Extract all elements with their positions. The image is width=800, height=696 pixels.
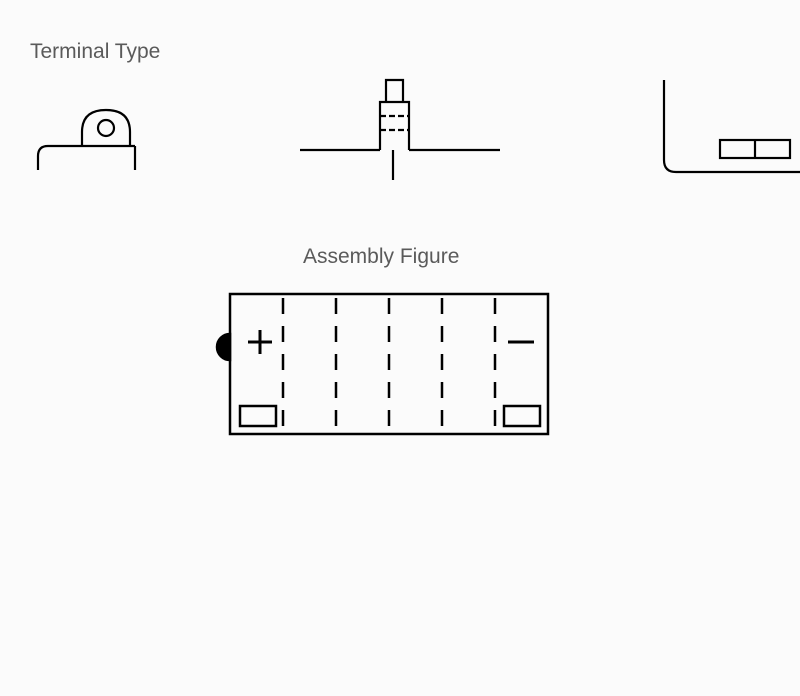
terminal-post-diagram [300, 72, 500, 180]
terminal-lug-diagram [38, 80, 178, 175]
terminal-blade-diagram [658, 80, 800, 180]
assembly-figure-title: Assembly Figure [303, 245, 459, 269]
terminal-type-title: Terminal Type [30, 40, 160, 64]
battery-assembly-diagram [208, 284, 568, 459]
